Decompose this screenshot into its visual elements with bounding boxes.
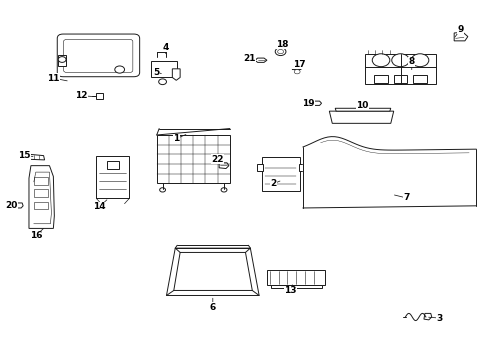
Bar — [34, 202, 47, 210]
Polygon shape — [16, 203, 23, 208]
Text: 16: 16 — [29, 231, 42, 240]
Text: 7: 7 — [403, 193, 409, 202]
Text: 3: 3 — [435, 314, 442, 323]
Text: 9: 9 — [456, 25, 463, 34]
Text: 2: 2 — [270, 179, 276, 188]
Polygon shape — [219, 163, 228, 168]
Polygon shape — [292, 65, 301, 69]
Bar — [34, 189, 47, 197]
Polygon shape — [311, 101, 321, 105]
Text: 13: 13 — [284, 286, 296, 295]
Circle shape — [115, 66, 124, 73]
Circle shape — [158, 79, 166, 85]
Circle shape — [221, 188, 226, 192]
Circle shape — [159, 188, 165, 192]
Circle shape — [391, 54, 408, 67]
Polygon shape — [453, 32, 467, 41]
Text: 15: 15 — [18, 151, 30, 160]
Circle shape — [410, 54, 428, 67]
Polygon shape — [173, 252, 252, 291]
Polygon shape — [423, 314, 431, 320]
Bar — [393, 75, 407, 83]
Polygon shape — [334, 108, 390, 111]
Text: 1: 1 — [173, 134, 179, 143]
Bar — [154, 62, 173, 76]
Polygon shape — [166, 248, 259, 296]
Bar — [365, 54, 435, 84]
FancyBboxPatch shape — [57, 34, 140, 77]
Bar — [96, 156, 129, 198]
Polygon shape — [27, 154, 44, 160]
FancyBboxPatch shape — [63, 40, 133, 72]
Bar — [157, 135, 229, 183]
Text: 19: 19 — [301, 99, 314, 108]
Bar — [151, 61, 177, 77]
Polygon shape — [29, 166, 54, 228]
Text: 8: 8 — [408, 57, 414, 66]
Text: 11: 11 — [47, 74, 60, 83]
Bar — [34, 177, 47, 185]
Polygon shape — [254, 58, 266, 62]
Circle shape — [277, 49, 283, 54]
Bar — [270, 285, 321, 288]
Bar — [373, 75, 387, 83]
Bar — [58, 55, 65, 66]
Bar — [256, 163, 262, 171]
Bar — [96, 93, 102, 99]
Text: 17: 17 — [292, 60, 305, 69]
Polygon shape — [329, 111, 393, 123]
Text: 22: 22 — [211, 155, 224, 164]
Text: 20: 20 — [5, 201, 18, 210]
Bar — [266, 270, 325, 285]
Text: 14: 14 — [93, 202, 105, 211]
Text: 10: 10 — [356, 101, 368, 110]
Circle shape — [275, 48, 285, 55]
Polygon shape — [172, 69, 180, 80]
Circle shape — [58, 57, 66, 62]
Circle shape — [371, 54, 389, 67]
Text: 12: 12 — [75, 91, 87, 100]
Text: 4: 4 — [162, 43, 168, 52]
Text: 21: 21 — [243, 54, 255, 63]
Text: 5: 5 — [153, 68, 160, 77]
Bar — [107, 161, 119, 169]
Bar — [261, 157, 299, 191]
Circle shape — [294, 69, 300, 74]
Bar — [412, 75, 426, 83]
Text: 6: 6 — [209, 303, 216, 312]
Bar — [298, 163, 304, 171]
Text: 18: 18 — [276, 40, 288, 49]
